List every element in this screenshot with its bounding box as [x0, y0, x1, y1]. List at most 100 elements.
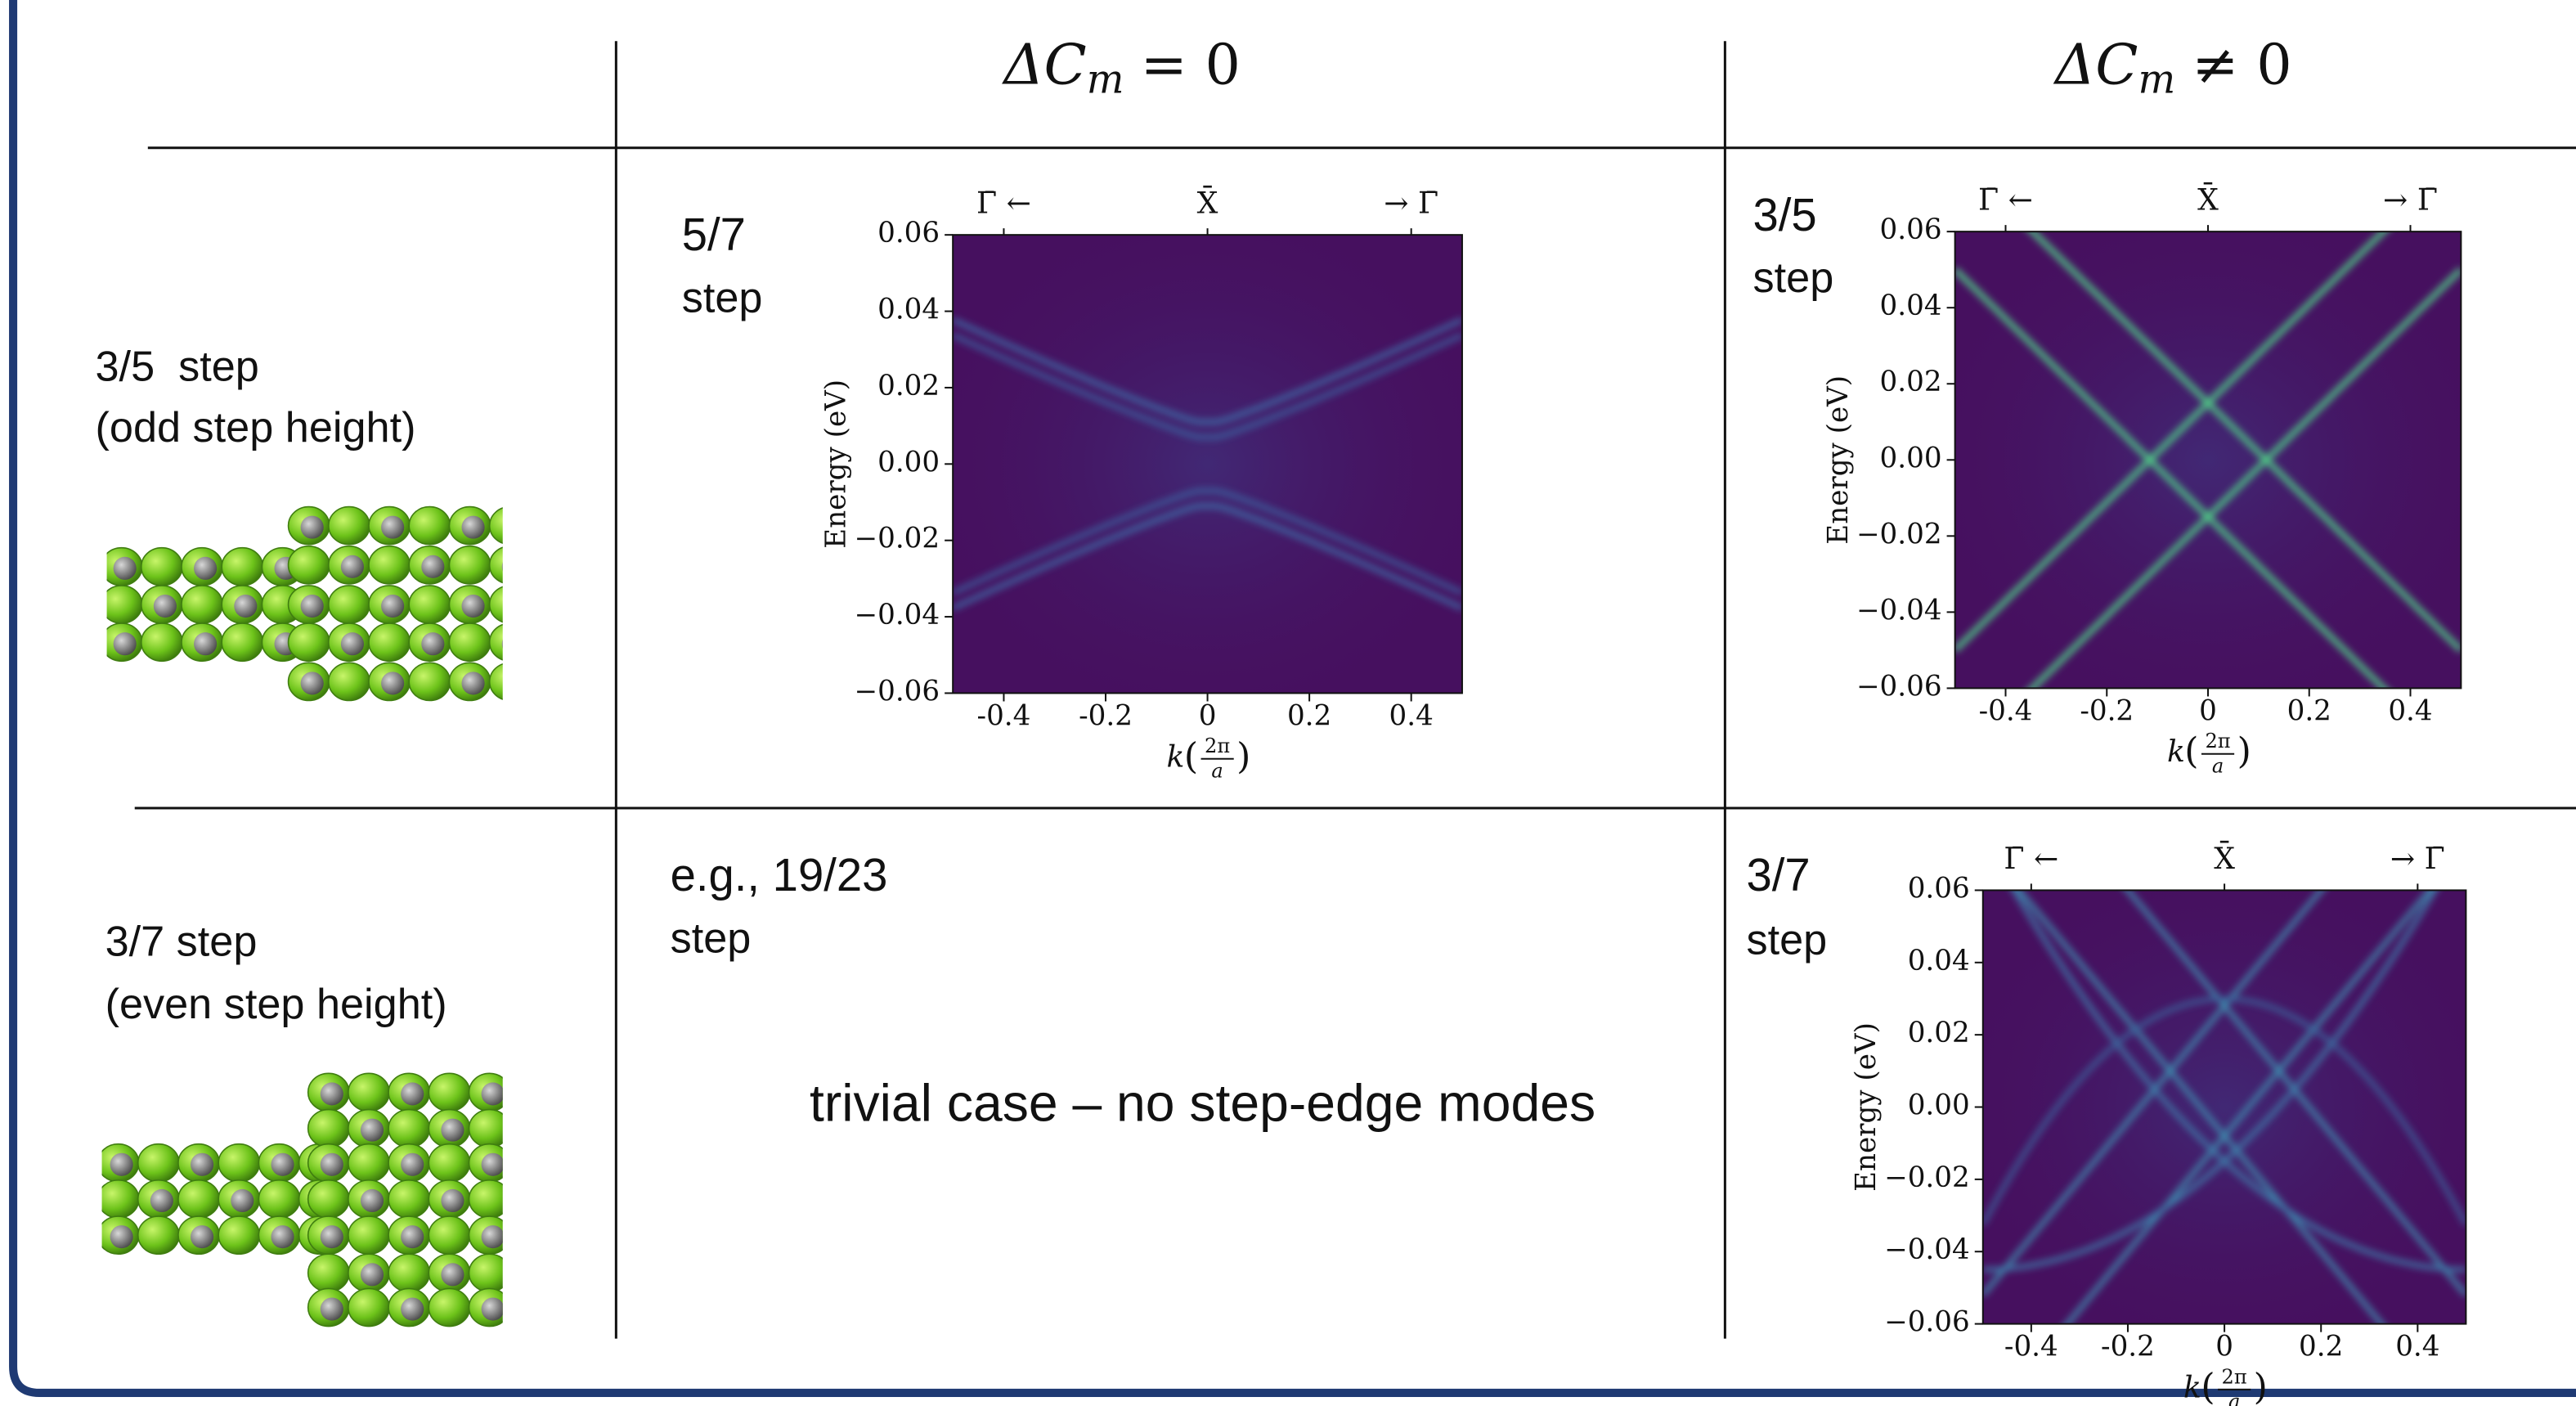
atom	[221, 622, 264, 663]
row-note: (even step height)	[105, 981, 447, 1028]
atom-core	[271, 1152, 294, 1176]
y-tick-label: 0.00	[1908, 1089, 1970, 1122]
symbol: ΔC	[2053, 33, 2138, 97]
heatmap-glow	[1954, 231, 2462, 689]
atom-core	[401, 1297, 424, 1321]
y-axis-label: Energy (eV)	[1822, 375, 1855, 545]
atom	[348, 1215, 390, 1256]
table-rules	[134, 41, 2576, 1339]
top-label: → Γ̄	[2383, 182, 2438, 218]
atom	[428, 1072, 471, 1112]
atom	[140, 622, 183, 663]
atom-core	[461, 515, 485, 539]
atom-core	[340, 632, 364, 656]
atom	[348, 1072, 390, 1112]
y-tick-label: −0.06	[855, 675, 940, 707]
atom	[218, 1143, 261, 1183]
column-header: ΔCm ≠ 0	[2053, 33, 2292, 102]
atom	[106, 585, 143, 624]
row-label: 3/7 step	[105, 919, 258, 966]
atom	[327, 662, 370, 702]
y-tick-label: 0.02	[877, 370, 940, 402]
spectral-bands	[1954, 231, 2462, 689]
atom	[181, 585, 224, 624]
atom	[221, 546, 264, 586]
atom	[327, 505, 370, 546]
atom-core	[401, 1225, 424, 1249]
atom	[448, 545, 491, 585]
spectral-bands	[953, 317, 1462, 611]
atom-core	[194, 632, 218, 656]
y-tick-label: −0.04	[1884, 1233, 1970, 1266]
x-tick-label: 0	[2215, 1331, 2233, 1363]
x-axis-label: k	[1167, 739, 1185, 774]
atom-core	[194, 556, 218, 580]
atom-core	[401, 1152, 424, 1176]
atom-core	[320, 1082, 343, 1106]
atom-core	[191, 1152, 214, 1176]
atom-core	[113, 556, 137, 580]
atom-core	[271, 1225, 294, 1249]
atom	[488, 623, 503, 661]
atom-structure	[106, 505, 503, 702]
spectral-band	[2016, 890, 2385, 1324]
y-tick-label: 0.06	[877, 217, 940, 249]
y-tick-label: −0.02	[855, 523, 940, 555]
spectral-band	[953, 488, 1462, 595]
plot-label: 3/5	[1753, 189, 1817, 240]
atom-core	[234, 594, 258, 618]
atom-core	[441, 1118, 464, 1142]
y-tick-label: 0.06	[1880, 213, 1942, 246]
atom	[218, 1215, 261, 1256]
atom-core	[481, 1225, 503, 1249]
top-label: → Γ̄	[1384, 186, 1438, 221]
y-tick-label: 0.04	[877, 294, 940, 326]
atom	[468, 1253, 503, 1293]
atom	[428, 1143, 471, 1183]
top-label: Γ̄ ←	[976, 186, 1031, 221]
atom	[388, 1253, 431, 1293]
atom	[488, 546, 503, 584]
atom	[101, 1179, 140, 1219]
atom	[408, 505, 451, 546]
spectral-band	[2125, 890, 2466, 1297]
paren: (	[2201, 1366, 2215, 1406]
atom-core	[113, 632, 137, 656]
cell-sublabel: step	[671, 914, 752, 962]
atom	[137, 1143, 180, 1183]
y-tick-label: 0.06	[1908, 872, 1970, 905]
atom-core	[360, 1118, 384, 1142]
atom-core	[481, 1297, 503, 1321]
atom	[428, 1287, 471, 1327]
atom-core	[300, 515, 324, 539]
y-tick-label: 0.04	[1908, 945, 1970, 977]
atom	[258, 1179, 301, 1219]
x-tick-label: -0.2	[1079, 700, 1133, 733]
atom	[287, 545, 330, 585]
plot-label: 5/7	[682, 209, 746, 260]
atom	[307, 1108, 350, 1148]
atom-core	[150, 1188, 173, 1213]
atom-core	[461, 594, 485, 618]
atom-core	[501, 639, 503, 649]
y-tick-label: 0.00	[1880, 442, 1942, 474]
x-label-numerator: 2π	[2222, 1365, 2247, 1388]
atom-core	[320, 1225, 343, 1249]
row-label: 3/5 step	[96, 344, 259, 391]
x-tick-label: 0.4	[2388, 695, 2432, 728]
x-tick-label: -0.4	[2004, 1331, 2058, 1363]
y-tick-label: −0.04	[1856, 594, 1942, 627]
atom-core	[300, 594, 324, 618]
atom-core	[360, 1188, 384, 1213]
top-label: → Γ̄	[2390, 841, 2445, 876]
x-tick-label: -0.4	[1979, 695, 2033, 728]
heatmap-glow	[1982, 890, 2466, 1324]
y-tick-label: −0.02	[1856, 518, 1942, 550]
cell-label: e.g., 19/23	[671, 849, 888, 901]
column-header: ΔCm = 0	[1001, 33, 1241, 102]
atom	[348, 1287, 390, 1327]
atom-core	[481, 1152, 503, 1176]
atom	[448, 622, 491, 663]
atom-core	[110, 1152, 133, 1176]
atom	[287, 622, 330, 663]
